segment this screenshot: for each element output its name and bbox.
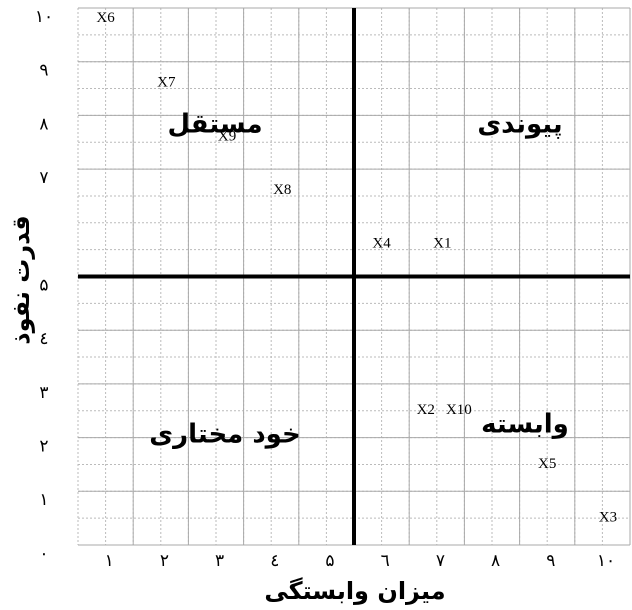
y-tick-label: ۰ bbox=[39, 544, 48, 563]
x-tick-label: ۸ bbox=[491, 551, 500, 570]
x-tick-label: ۱ bbox=[105, 551, 114, 570]
quadrant-label: خود مختاری bbox=[149, 420, 300, 450]
point-label: X7 bbox=[157, 75, 176, 91]
x-tick-label: ۵ bbox=[325, 551, 334, 570]
point-label: X3 bbox=[599, 510, 617, 526]
x-tick-label: ٦ bbox=[381, 551, 390, 570]
x-tick-label: ٤ bbox=[270, 551, 279, 570]
point-label: X5 bbox=[538, 456, 556, 472]
point-label: X2 bbox=[417, 402, 435, 418]
y-tick-label: ۳ bbox=[39, 383, 48, 402]
y-tick-label: ۲ bbox=[39, 437, 48, 456]
y-tick-label: ٤ bbox=[39, 329, 48, 348]
point-label: X1 bbox=[433, 236, 451, 252]
y-tick-label: ۸ bbox=[39, 114, 48, 133]
x-tick-label: ۹ bbox=[546, 551, 555, 570]
x-axis-title: میزان وابستگی bbox=[264, 577, 445, 605]
x-tick-label: ۳ bbox=[215, 551, 224, 570]
y-tick-label: ۱۰ bbox=[35, 7, 53, 26]
point-label: X9 bbox=[218, 128, 236, 144]
quadrant-label: پیوندی bbox=[477, 110, 562, 140]
point-label: X8 bbox=[273, 182, 291, 198]
x-tick-label: ۱۰ bbox=[597, 551, 615, 570]
y-tick-label: ۹ bbox=[39, 61, 48, 80]
quadrant-label: مستقل bbox=[167, 110, 262, 140]
point-label: X4 bbox=[372, 236, 391, 252]
y-tick-label: ۷ bbox=[39, 168, 48, 187]
x-tick-label: ۷ bbox=[436, 551, 445, 570]
point-label: X10 bbox=[446, 402, 472, 418]
y-tick-label: ۱ bbox=[39, 490, 48, 509]
quadrant-label: وابسته bbox=[481, 410, 569, 440]
point-label: X6 bbox=[96, 10, 115, 26]
y-axis-title: قدرت نفوذ bbox=[7, 215, 35, 345]
y-tick-label: ۵ bbox=[39, 275, 48, 294]
x-tick-label: ۲ bbox=[160, 551, 169, 570]
